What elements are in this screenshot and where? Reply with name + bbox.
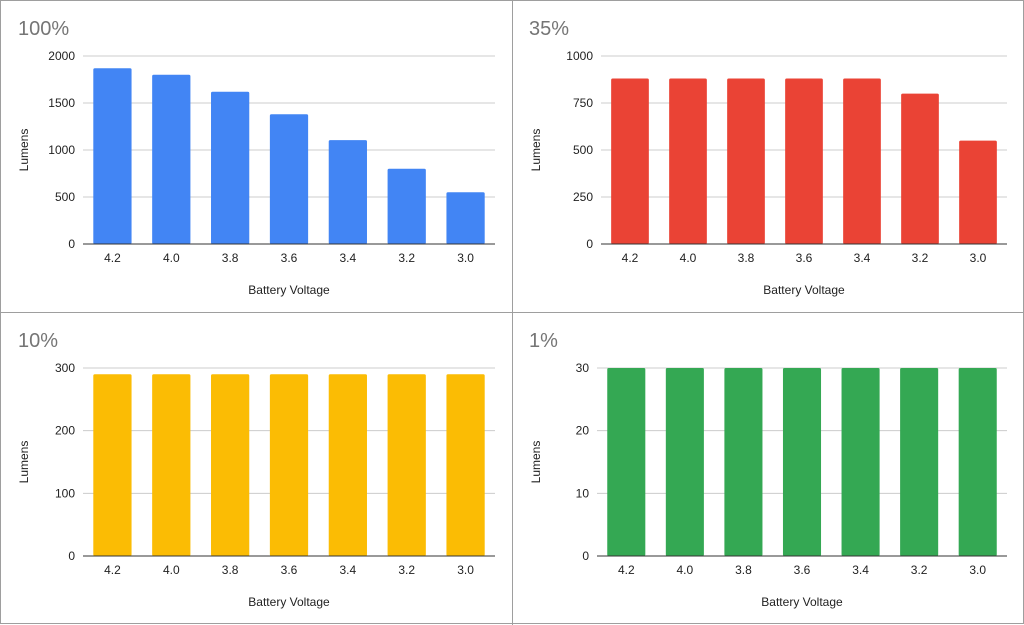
bar bbox=[611, 78, 649, 244]
y-tick-label: 0 bbox=[582, 549, 589, 563]
x-tick-label: 4.0 bbox=[163, 563, 180, 577]
y-tick-label: 1000 bbox=[48, 143, 75, 157]
y-tick-label: 0 bbox=[68, 237, 75, 251]
x-tick-label: 3.0 bbox=[457, 251, 474, 265]
x-tick-label: 3.8 bbox=[222, 251, 239, 265]
x-axis-title: Battery Voltage bbox=[763, 283, 845, 297]
y-axis-title: Lumens bbox=[529, 441, 543, 484]
y-tick-label: 20 bbox=[576, 424, 590, 438]
x-tick-label: 3.6 bbox=[281, 251, 298, 265]
x-tick-label: 3.4 bbox=[854, 251, 871, 265]
y-tick-label: 750 bbox=[573, 96, 593, 110]
bar bbox=[269, 374, 309, 556]
y-tick-label: 10 bbox=[576, 486, 590, 500]
bar bbox=[446, 374, 485, 556]
x-tick-label: 3.4 bbox=[852, 563, 869, 577]
bar bbox=[669, 78, 707, 244]
bar bbox=[607, 368, 646, 556]
x-tick-label: 3.0 bbox=[970, 251, 987, 265]
y-tick-label: 1000 bbox=[566, 49, 593, 63]
x-tick-label: 4.0 bbox=[680, 251, 697, 265]
bar bbox=[446, 192, 485, 244]
x-tick-label: 3.8 bbox=[735, 563, 752, 577]
y-tick-label: 300 bbox=[55, 361, 75, 375]
x-tick-label: 4.0 bbox=[163, 251, 180, 265]
y-tick-label: 200 bbox=[55, 424, 75, 438]
bar bbox=[724, 368, 763, 556]
bar bbox=[901, 93, 939, 244]
x-tick-label: 4.2 bbox=[622, 251, 639, 265]
bar bbox=[958, 368, 997, 556]
x-tick-label: 3.8 bbox=[738, 251, 755, 265]
bar bbox=[269, 114, 309, 244]
x-tick-label: 3.6 bbox=[794, 563, 811, 577]
y-axis-title: Lumens bbox=[529, 129, 543, 172]
bar bbox=[843, 78, 881, 244]
x-tick-label: 3.6 bbox=[796, 251, 813, 265]
bar bbox=[211, 91, 250, 244]
x-axis-title: Battery Voltage bbox=[248, 595, 330, 609]
y-axis-title: Lumens bbox=[17, 129, 31, 172]
y-tick-label: 250 bbox=[573, 190, 593, 204]
x-tick-label: 3.0 bbox=[969, 563, 986, 577]
y-tick-label: 2000 bbox=[48, 49, 75, 63]
chart-panel-35: 35% 0 250 500 750 1000 4.2 4.0 3.8 3.6 3.4 3.2 3.0 Ba… bbox=[513, 1, 1024, 313]
bar bbox=[959, 140, 997, 244]
bar bbox=[328, 374, 367, 556]
y-tick-label: 500 bbox=[573, 143, 593, 157]
y-tick-label: 100 bbox=[55, 486, 75, 500]
chart-35-svg: 35% 0 250 500 750 1000 4.2 4.0 3.8 3.6 3.4 3.2 3.0 Ba… bbox=[529, 18, 1007, 297]
x-tick-label: 3.8 bbox=[222, 563, 239, 577]
chart-title: 1% bbox=[529, 330, 558, 352]
x-tick-label: 3.2 bbox=[398, 563, 415, 577]
bar bbox=[211, 374, 250, 556]
y-tick-label: 500 bbox=[55, 190, 75, 204]
bar bbox=[328, 140, 367, 244]
x-tick-label: 4.0 bbox=[677, 563, 694, 577]
bar bbox=[782, 368, 822, 556]
bar bbox=[93, 68, 132, 244]
chart-title: 35% bbox=[529, 18, 569, 40]
bar bbox=[152, 74, 191, 244]
x-tick-label: 4.2 bbox=[618, 563, 635, 577]
x-tick-label: 3.2 bbox=[911, 563, 928, 577]
panel-divider-horizontal bbox=[1, 312, 1024, 313]
x-tick-label: 3.6 bbox=[281, 563, 298, 577]
chart-10-svg: 10% 0 100 200 300 4.2 4.0 3.8 3.6 3.4 3.2 3.0 Batter… bbox=[17, 330, 495, 609]
y-tick-label: 1500 bbox=[48, 96, 75, 110]
x-tick-label: 3.0 bbox=[457, 563, 474, 577]
x-tick-label: 4.2 bbox=[104, 563, 121, 577]
bar bbox=[387, 374, 426, 556]
panel-divider-vertical bbox=[512, 1, 513, 625]
chart-title: 10% bbox=[18, 330, 58, 352]
chart-100-svg: 100% 0 500 1000 1500 2000 4.2 4.0 3.8 3.6 3.4 3.2 3.… bbox=[17, 18, 495, 297]
x-axis-title: Battery Voltage bbox=[761, 595, 843, 609]
bar bbox=[93, 374, 132, 556]
bar bbox=[152, 374, 191, 556]
y-tick-label: 0 bbox=[68, 549, 75, 563]
y-tick-label: 30 bbox=[576, 361, 590, 375]
chart-panel-1: 1% 0 10 20 30 4.2 4.0 3.8 3.6 3.4 3.2 3.0 Battery Vo… bbox=[513, 313, 1024, 625]
x-tick-label: 4.2 bbox=[104, 251, 121, 265]
chart-panel-10: 10% 0 100 200 300 4.2 4.0 3.8 3.6 3.4 3.2 3.0 Batter… bbox=[1, 313, 513, 625]
y-axis-title: Lumens bbox=[17, 441, 31, 484]
x-tick-label: 3.2 bbox=[398, 251, 415, 265]
bar bbox=[727, 78, 765, 244]
chart-title: 100% bbox=[18, 18, 69, 40]
x-tick-label: 3.2 bbox=[912, 251, 929, 265]
bar bbox=[900, 368, 939, 556]
chart-1-svg: 1% 0 10 20 30 4.2 4.0 3.8 3.6 3.4 3.2 3.0 Battery Vo… bbox=[529, 330, 1007, 609]
bar bbox=[387, 168, 426, 244]
x-tick-label: 3.4 bbox=[340, 251, 357, 265]
x-axis-title: Battery Voltage bbox=[248, 283, 330, 297]
bar bbox=[665, 368, 704, 556]
bar bbox=[841, 368, 880, 556]
y-tick-label: 0 bbox=[586, 237, 593, 251]
x-tick-label: 3.4 bbox=[340, 563, 357, 577]
chart-panel-100: 100% 0 500 1000 1500 2000 4.2 4.0 3.8 3.6 3.4 3.2 3.… bbox=[1, 1, 513, 313]
bar bbox=[785, 78, 823, 244]
